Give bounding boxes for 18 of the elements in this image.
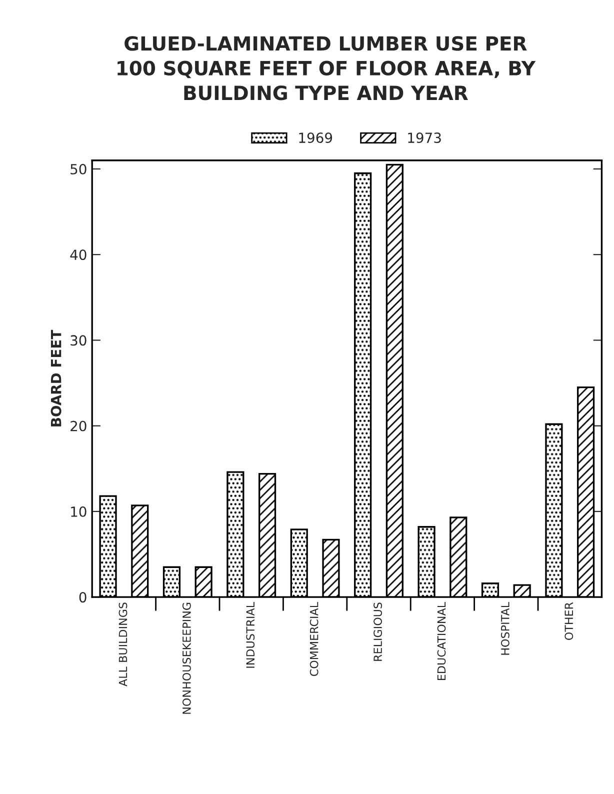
x-tick-label: ALL BUILDINGS [118,602,128,686]
legend-label: 1973 [408,132,441,144]
y-tick-label: 0 [79,592,86,603]
chart-title: GLUED-LAMINATED LUMBER USE PER 100 SQUARE FEET OF FLOOR AREA, BY BUILDING TYPE AND YEAR [118,36,536,100]
x-tick-label: NONHOUSEKEEPING [182,602,191,714]
y-tick-label: 50 [70,164,86,174]
y-tick-label: 30 [70,335,86,346]
y-axis-title: BOARD FEET [50,330,62,426]
y-tick-label: 40 [70,250,86,260]
y-tick-label: 20 [70,420,86,432]
x-tick-label: HOSPITAL [500,602,510,655]
x-tick-label: OTHER [564,602,574,640]
x-tick-label: RELIGIOUS [374,602,382,661]
x-tick-label: COMMERCIAL [310,602,318,676]
x-tick-label: EDUCATIONAL [437,602,446,680]
legend-label: 1969 [299,132,332,144]
x-tick-label: INDUSTRIAL [246,602,255,668]
y-tick-label: 10 [71,506,86,517]
